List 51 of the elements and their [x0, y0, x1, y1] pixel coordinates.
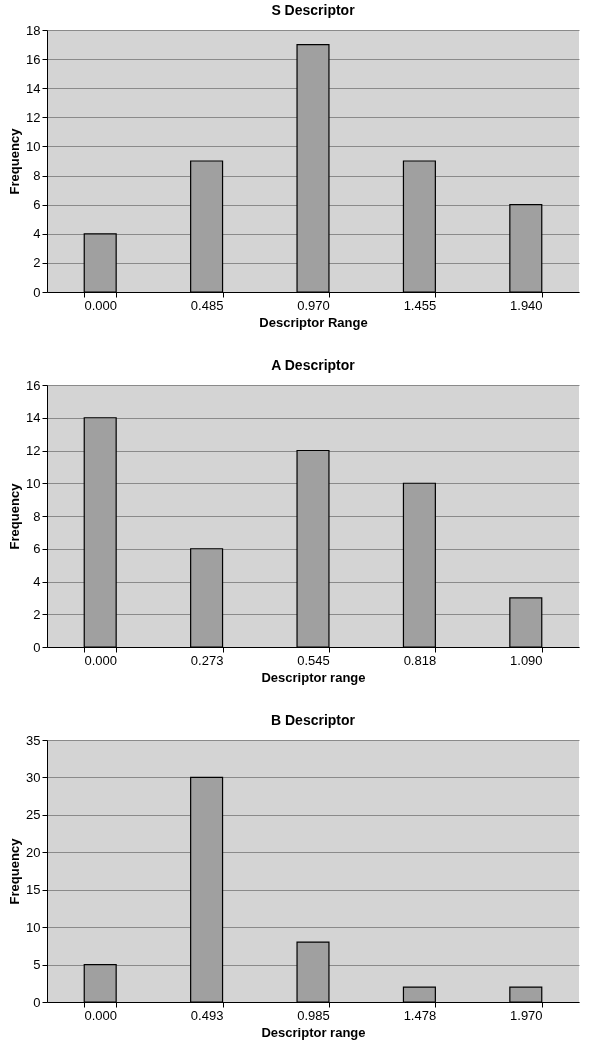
y-axis-title: Frequency: [7, 482, 23, 550]
x-tick-label: 0.818: [403, 652, 437, 668]
y-tick-label: 0: [33, 284, 41, 300]
x-axis-title: Descriptor range: [261, 1024, 366, 1040]
x-tick-label: 1.455: [403, 297, 437, 313]
x-tick-label: 0.000: [84, 1007, 117, 1023]
chart-title: A Descriptor: [271, 357, 356, 373]
y-tick-label: 35: [26, 732, 41, 748]
chart-title: B Descriptor: [270, 712, 356, 728]
y-tick-label: 2: [33, 606, 41, 622]
x-tick-label: 1.478: [403, 1007, 437, 1023]
x-tick-label: 0.493: [190, 1007, 224, 1023]
y-tick-label: 18: [26, 22, 41, 38]
y-tick-label: 14: [26, 80, 41, 96]
chart-title: S Descriptor: [271, 2, 356, 18]
y-tick-label: 8: [33, 168, 41, 184]
y-tick-label: 0: [33, 639, 41, 655]
y-tick-label: 2: [33, 255, 41, 271]
y-tick-label: 4: [33, 574, 41, 589]
y-tick-label: 10: [26, 138, 41, 154]
x-tick-label: 1.940: [510, 297, 543, 313]
x-tick-label: 0.000: [84, 297, 117, 313]
y-tick-label: 30: [26, 769, 41, 785]
y-axis-title: Frequency: [7, 837, 23, 905]
y-tick-label: 12: [26, 443, 41, 458]
y-tick-label: 16: [26, 51, 41, 67]
x-tick-label: 0.545: [297, 652, 330, 668]
y-tick-label: 10: [26, 475, 41, 491]
y-tick-label: 0: [33, 994, 41, 1010]
x-tick-label: 0.485: [190, 297, 224, 313]
y-tick-label: 20: [26, 844, 41, 860]
x-tick-label: 1.970: [510, 1007, 543, 1023]
x-tick-label: 0.273: [190, 652, 224, 668]
y-tick-label: 16: [26, 377, 41, 393]
y-tick-label: 12: [26, 109, 41, 125]
x-tick-label: 1.090: [510, 652, 543, 668]
y-tick-label: 15: [26, 882, 41, 898]
x-tick-label: 0.985: [297, 1007, 330, 1023]
y-tick-label: 6: [33, 197, 41, 213]
x-axis-title: Descriptor range: [261, 669, 366, 685]
y-axis-title: Frequency: [7, 127, 23, 195]
y-tick-label: 10: [26, 919, 41, 935]
y-tick-label: 6: [33, 541, 41, 557]
y-tick-label: 5: [33, 957, 41, 973]
x-axis-title: Descriptor Range: [259, 314, 368, 330]
y-tick-label: 14: [26, 410, 41, 426]
y-tick-label: 4: [33, 226, 41, 242]
y-tick-label: 8: [33, 508, 41, 524]
x-tick-label: 0.970: [297, 297, 330, 313]
x-tick-label: 0.000: [84, 652, 117, 668]
y-tick-label: 25: [26, 807, 41, 823]
